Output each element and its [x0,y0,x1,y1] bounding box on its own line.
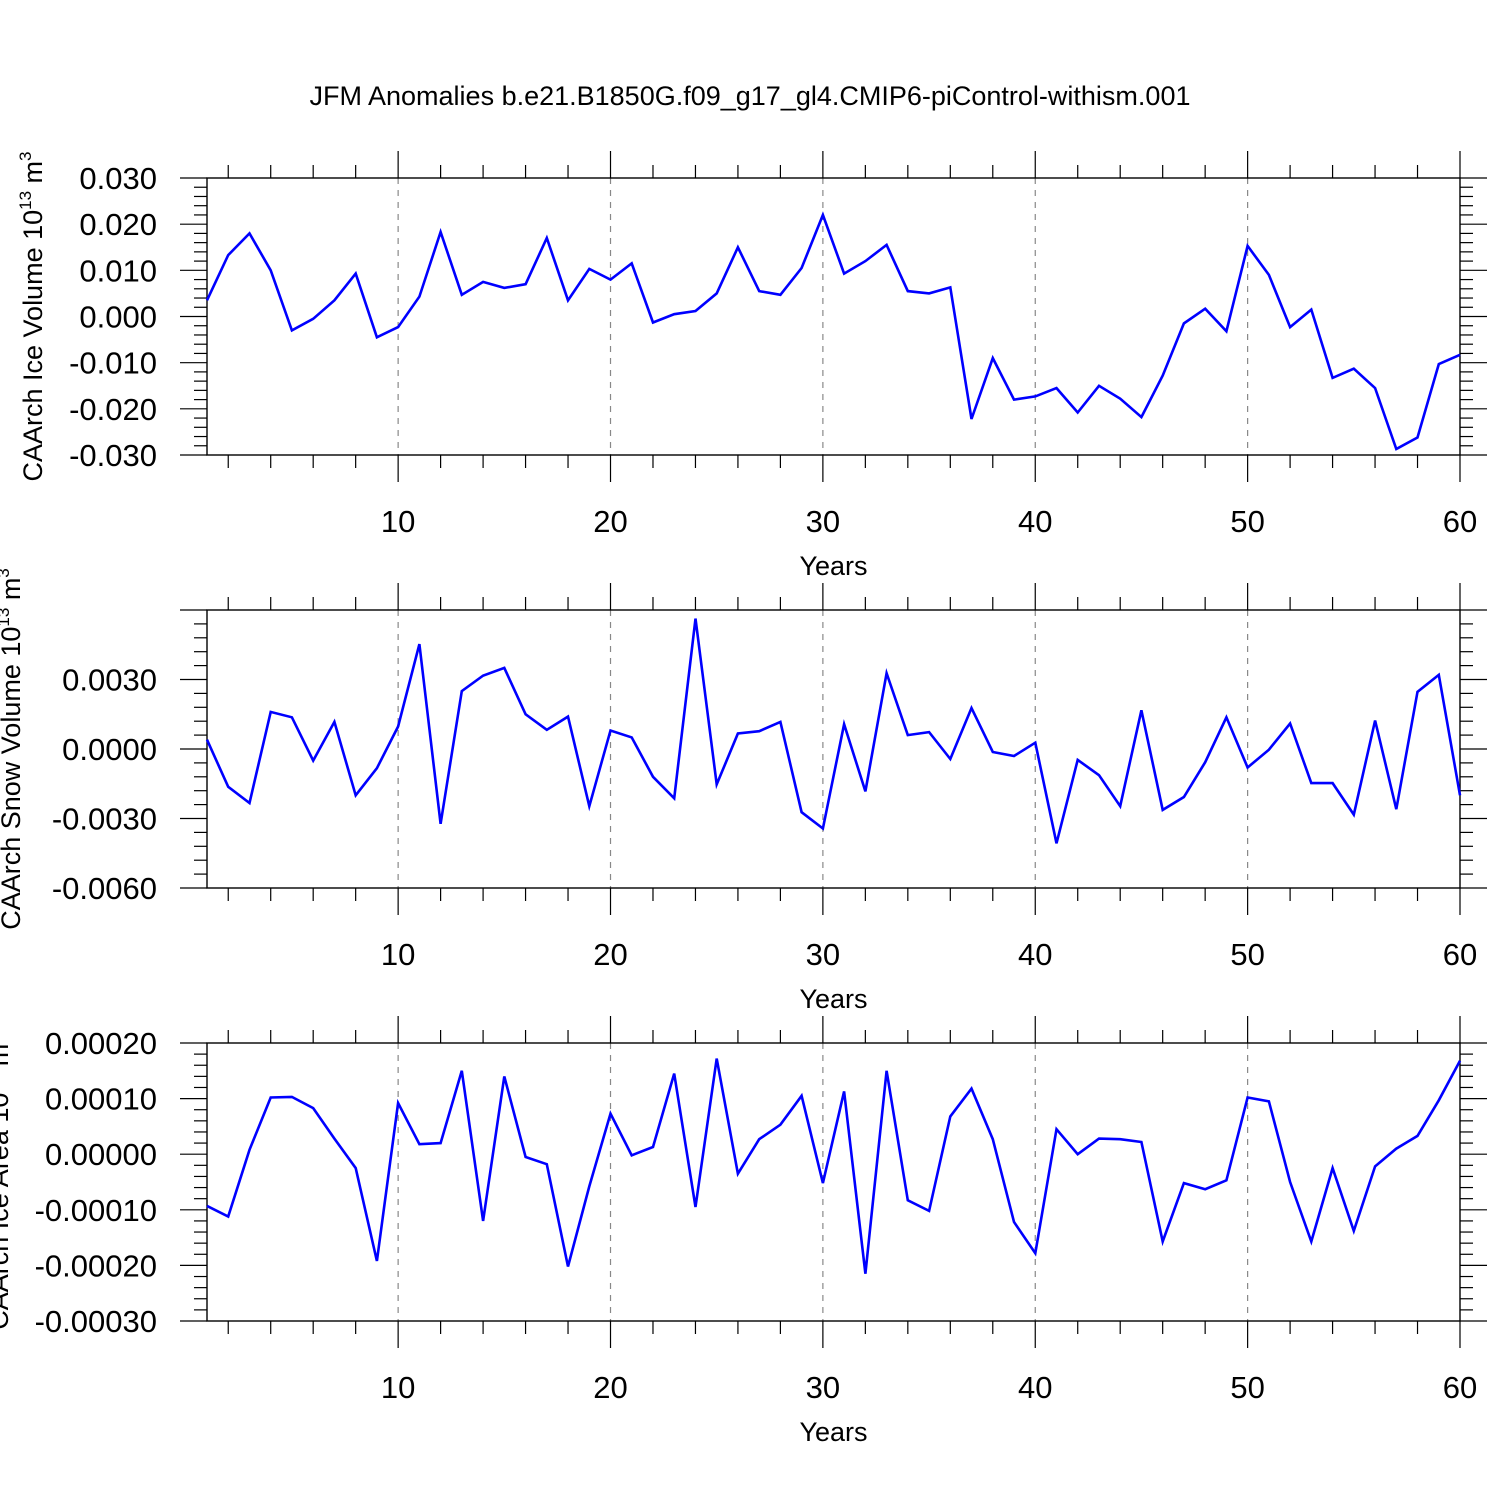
x-tick-label: 60 [1443,1370,1477,1405]
y-tick-label: 0.00020 [45,1026,157,1061]
y-tick-label: -0.0030 [52,802,157,837]
series-line [205,211,1461,451]
x-axis-label: Years [799,984,867,1014]
x-tick-label: 60 [1443,504,1477,539]
y-tick-label: -0.010 [69,346,157,381]
x-tick-label: 50 [1230,504,1264,539]
x-tick-label: 30 [806,1370,840,1405]
panel-ice-area: -0.00030 -0.00020 -0.00010 0.00000 0.00010 0.… [0,1016,1487,1447]
panel-snow-volume: -0.0060 -0.0030 0.0000 0.0030 10 20 30 40 50 60 Ye… [0,568,1487,1014]
y-tick-label: 0.010 [79,253,157,288]
y-tick-label: -0.00020 [35,1248,157,1283]
panel-ice-volume: -0.030 -0.020 -0.010 0.000 0.010 0.020 0.030 10… [16,151,1487,581]
x-tick-label: 50 [1230,1370,1264,1405]
series-line [205,618,1462,844]
y-tick-label: 0.020 [79,207,157,242]
y-tick-label: -0.020 [69,392,157,427]
y-axis-label: CAArch Ice Volume 1013 m3 [16,151,48,481]
y-axis-label: CAArch Snow Volume 1013 m3 [0,568,26,930]
chart-title: JFM Anomalies b.e21.B1850G.f09_g17_gl4.C… [310,81,1191,111]
x-tick-label: 20 [593,937,627,972]
y-tick-label: 0.00010 [45,1082,157,1117]
x-tick-label: 50 [1230,937,1264,972]
x-tick-label: 40 [1018,504,1052,539]
y-axis-label: CAArch Ice Area 1013 m2 [0,1034,14,1330]
x-tick-label: 20 [593,1370,627,1405]
y-tick-label: -0.030 [69,438,157,473]
plot-frame [206,1042,1461,1322]
x-axis-label: Years [799,551,867,581]
y-tick-label: 0.000 [79,300,157,335]
y-tick-label: -0.00010 [35,1193,157,1228]
x-tick-label: 60 [1443,937,1477,972]
x-tick-label: 30 [806,937,840,972]
y-tick-label: 0.030 [79,161,157,196]
y-tick-label: 0.0000 [62,732,157,767]
x-tick-label: 10 [381,937,415,972]
x-tick-label: 20 [593,504,627,539]
x-tick-label: 40 [1018,1370,1052,1405]
y-tick-label: 0.0030 [62,663,157,698]
y-tick-label: -0.00030 [35,1304,157,1339]
x-tick-label: 30 [806,504,840,539]
x-axis-label: Years [799,1417,867,1447]
x-tick-label: 10 [381,504,415,539]
y-tick-label: 0.00000 [45,1137,157,1172]
series-line [206,1058,1462,1274]
y-tick-label: -0.0060 [52,871,157,906]
x-tick-label: 40 [1018,937,1052,972]
x-tick-label: 10 [381,1370,415,1405]
